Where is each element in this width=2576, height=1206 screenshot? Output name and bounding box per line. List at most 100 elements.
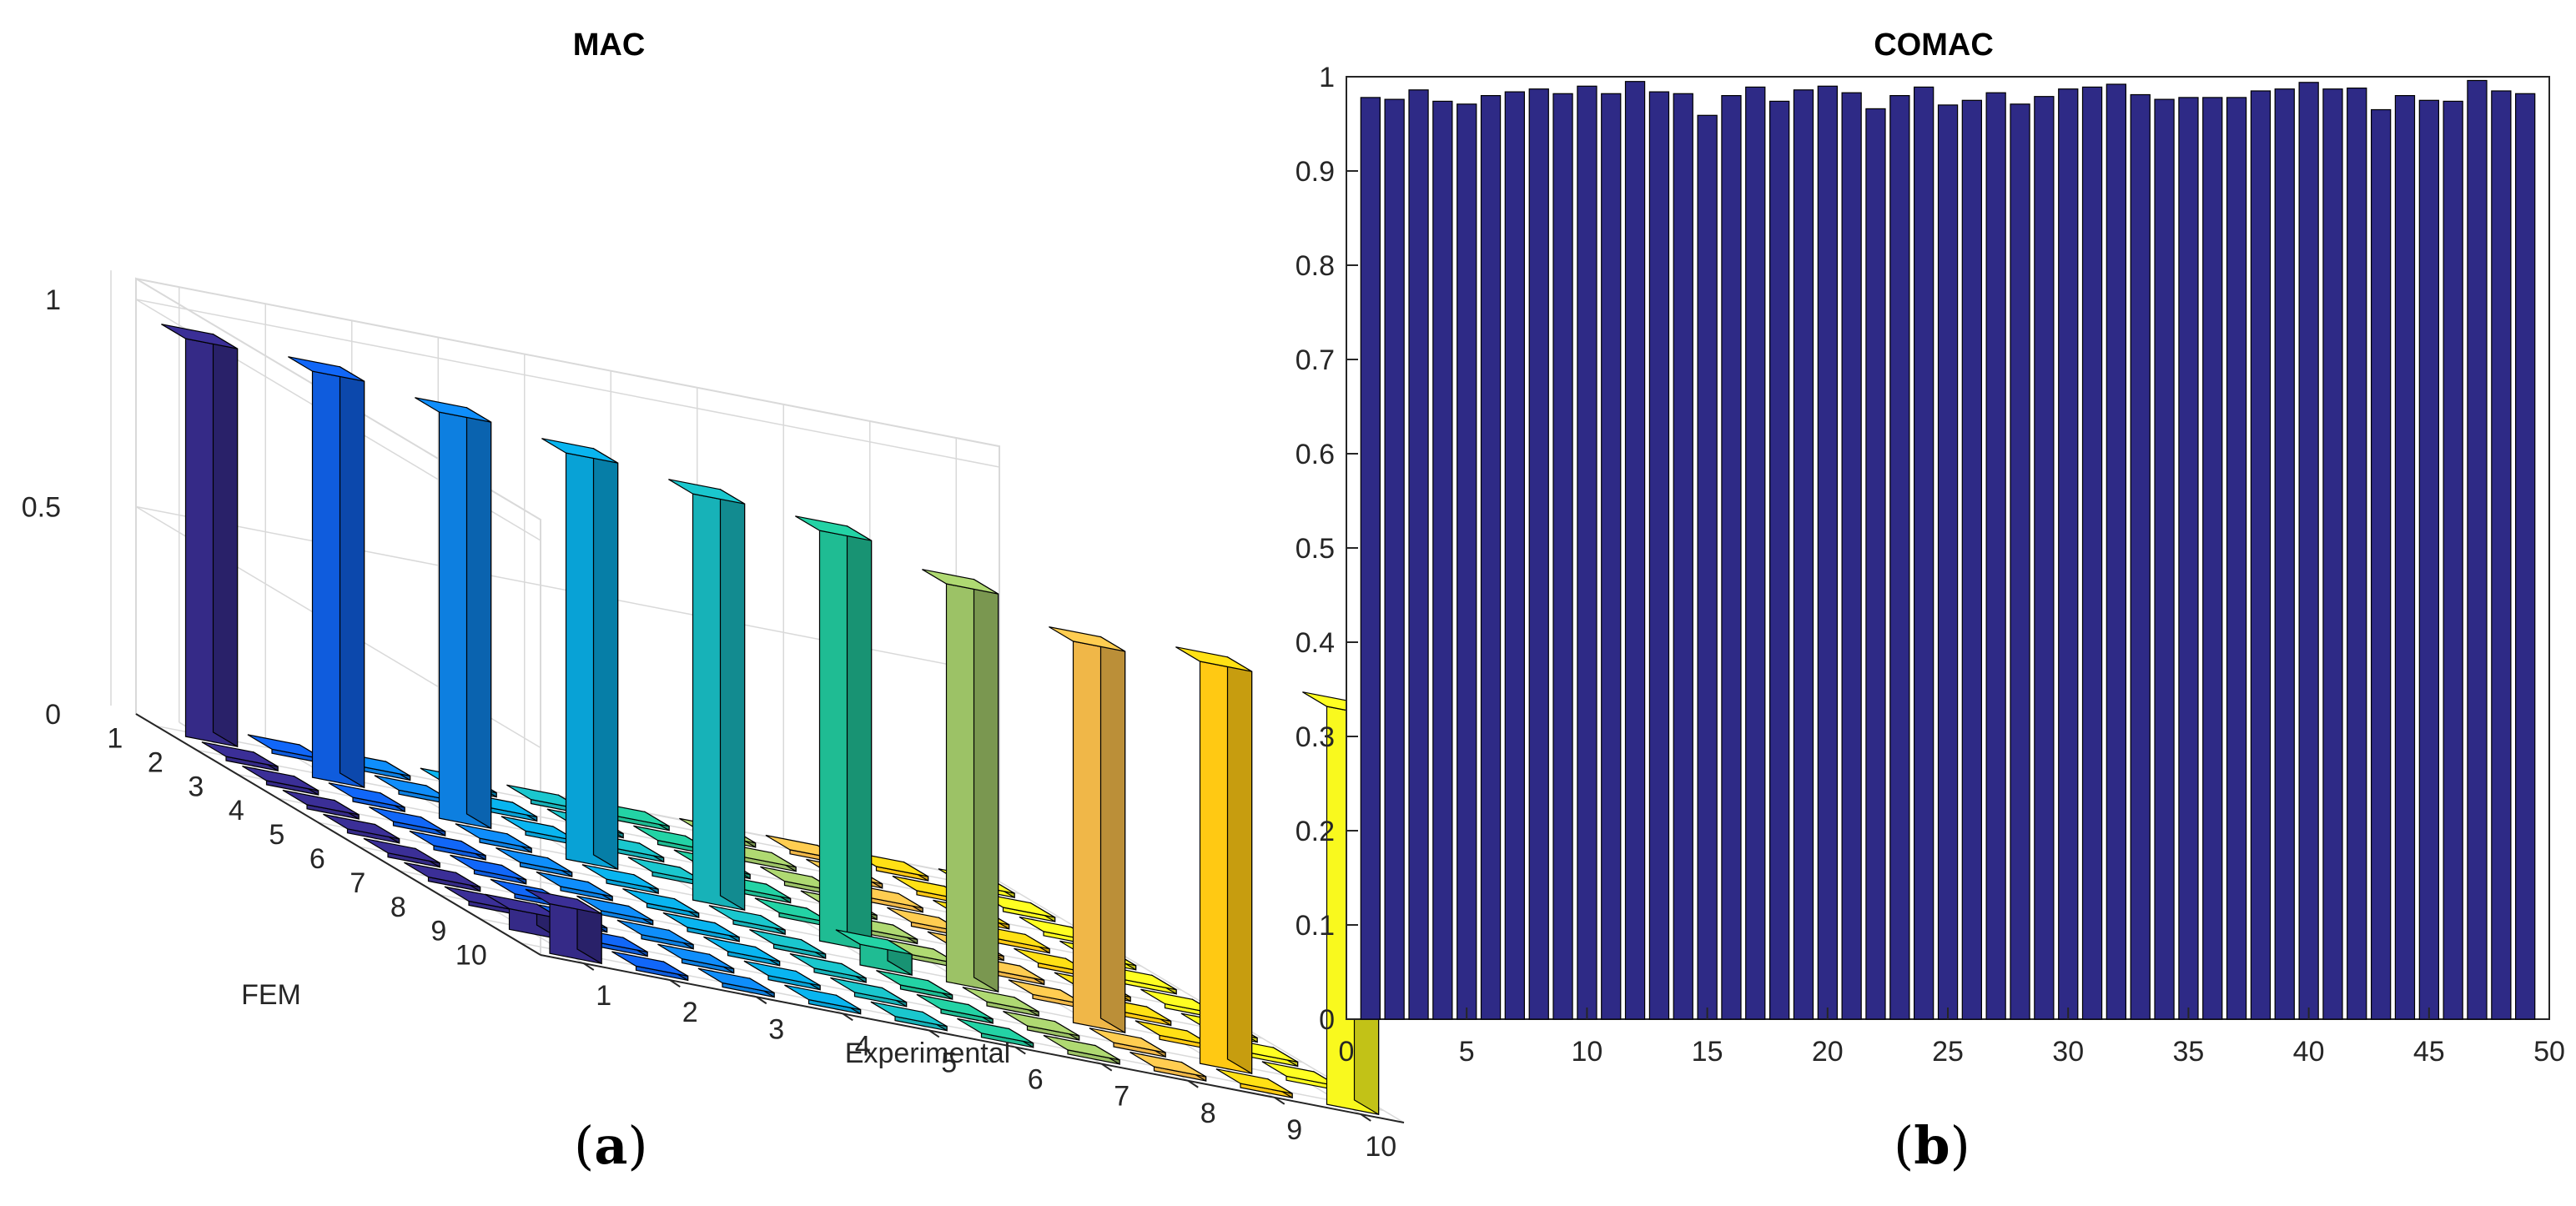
mac-xtick-mark (842, 1013, 853, 1022)
mac-xtick-label: 7 (1114, 1081, 1130, 1113)
mac-ytick-label: 2 (148, 746, 164, 778)
mac-xlabel: Experimental (845, 1038, 1010, 1069)
mac-bar (404, 862, 481, 892)
mac-bar (957, 1018, 1034, 1048)
mac-bar-top (697, 967, 775, 994)
mac-bar-face (212, 333, 239, 748)
mac-ztick-label: 0 (45, 699, 61, 731)
comac-bar (1432, 100, 1453, 1020)
mac-bar-top (404, 862, 480, 888)
comac-bar (1889, 94, 1910, 1020)
comac-bar (2491, 90, 2512, 1020)
mac-bar-top (922, 569, 999, 595)
mac-bar (161, 324, 239, 748)
mac-bar-top (288, 356, 365, 382)
mac-bar-face (846, 525, 873, 952)
comac-bar (2394, 94, 2416, 1020)
mac-bar-top (409, 830, 486, 857)
mac-ylabel: FEM (241, 979, 301, 1011)
mac-bar (455, 823, 532, 854)
comac-ytick-label: 0.6 (1296, 439, 1335, 470)
mac-xtick-mark (1360, 1113, 1371, 1122)
comac-bar (1793, 89, 1814, 1020)
mac-ztick-label: 1 (45, 284, 61, 316)
mac-xtick-mark (1101, 1063, 1113, 1072)
comac-bars (1360, 79, 2536, 1020)
mac-xtick-mark (928, 1029, 940, 1038)
mac-ytick-label: 6 (309, 843, 325, 875)
mac-bar (795, 515, 873, 952)
mac-bar-top (743, 960, 821, 987)
mac-bar (536, 871, 613, 902)
mac-bar (409, 830, 486, 861)
comac-bar (1528, 88, 1549, 1020)
comac-bar (1985, 92, 2006, 1020)
mac-ytick-label: 3 (188, 771, 204, 802)
comac-panel: COMAC 0 5 10 15 20 25 30 35 40 45 5000.10.20.30.40… (1296, 28, 2565, 1176)
mac-bar-top (957, 1018, 1034, 1044)
mac-bar-top (415, 397, 491, 423)
mac-bar-top (496, 847, 572, 873)
mac-xtick-mark (756, 996, 767, 1005)
comac-xtick-label: 20 (1812, 1036, 1844, 1068)
mac-bar-top (830, 977, 907, 1003)
mac-bar (369, 807, 446, 837)
mac-bar-top (668, 479, 745, 505)
comac-ytick-label: 0.4 (1296, 627, 1335, 659)
mac-bar-top (870, 1001, 948, 1028)
comac-bar (1937, 104, 1959, 1020)
mac-xtick-mark (1274, 1097, 1285, 1105)
mac-bar (708, 905, 786, 936)
mac-bar-top (576, 895, 653, 922)
mac-bar-top (789, 952, 867, 979)
comac-bar (1865, 108, 1886, 1020)
comac-bar (2250, 90, 2272, 1020)
mac-xtick-mark (669, 979, 681, 987)
mac-bar (496, 847, 573, 878)
comac-ytick-label: 1 (1319, 62, 1335, 93)
comac-xtick-label: 30 (2052, 1036, 2084, 1068)
mac-bar (1175, 646, 1253, 1075)
comac-bar (2274, 88, 2295, 1020)
comac-bar (1384, 98, 1405, 1020)
panel-label-b-letter: b (1914, 1115, 1950, 1176)
comac-bar (2322, 88, 2343, 1020)
mac-xtick-label: 2 (682, 997, 698, 1028)
mac-bar (835, 929, 913, 977)
mac-xtick-label: 9 (1286, 1114, 1302, 1146)
mac-bar (789, 952, 867, 983)
mac-bar (962, 987, 1039, 1018)
comac-xtick-label: 0 (1339, 1036, 1355, 1068)
comac-ytick-label: 0.2 (1296, 816, 1335, 847)
mac-bar (830, 977, 908, 1008)
mac-bar-top (795, 515, 872, 541)
comac-bar (1360, 97, 1381, 1020)
mac-ytick-label: 4 (229, 795, 244, 827)
mac-ytick-label: 1 (107, 722, 123, 754)
comac-bar (1697, 114, 1718, 1020)
mac-bar (916, 993, 994, 1024)
comac-bar (2467, 79, 2488, 1020)
mac-bar (1043, 1034, 1120, 1065)
mac-bar (576, 895, 654, 926)
mac-bar-top (622, 888, 699, 914)
mac-bar (1049, 626, 1126, 1034)
comac-ytick-label: 0.3 (1296, 721, 1335, 753)
mac-bar (485, 893, 562, 941)
comac-bar (2178, 97, 2199, 1020)
mac-bar (1089, 1028, 1166, 1058)
comac-ytick-label: 0 (1319, 1004, 1335, 1036)
mac-bar-top (1215, 1068, 1293, 1094)
comac-bar (2443, 100, 2463, 1020)
mac-bar-face (719, 488, 746, 912)
comac-bar (2106, 83, 2127, 1020)
mac-bar-top (749, 929, 826, 955)
mac-bar (668, 479, 746, 912)
comac-bar (1841, 92, 1862, 1020)
comac-bar (2058, 88, 2079, 1020)
mac-xtick-mark (1014, 1046, 1026, 1055)
mac-bar-top (328, 782, 405, 808)
mac-bar (541, 438, 619, 871)
comac-xtick-label: 35 (2172, 1036, 2204, 1068)
